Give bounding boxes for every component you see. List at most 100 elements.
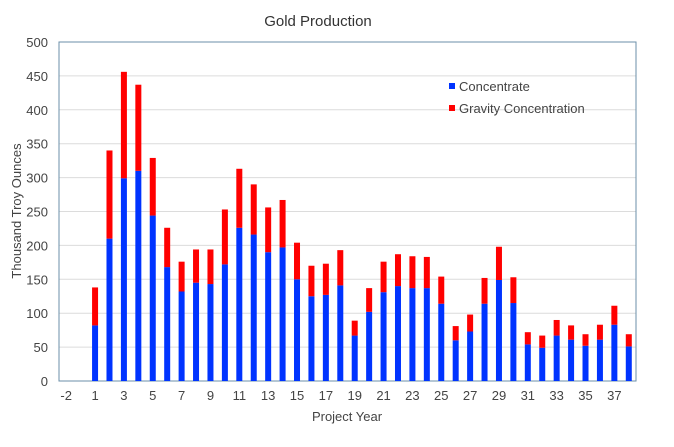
bar-concentrate <box>423 288 430 381</box>
bar-concentrate <box>236 227 243 381</box>
x-tick-label: 21 <box>376 388 390 403</box>
x-tick-label: 27 <box>463 388 477 403</box>
legend-swatch-gravity <box>449 105 455 111</box>
bar-gravity-concentration <box>539 335 546 348</box>
bar-gravity-concentration <box>568 325 575 340</box>
bar-concentrate <box>366 311 373 381</box>
bar-concentrate <box>178 291 185 381</box>
x-tick-label: 29 <box>492 388 506 403</box>
x-tick-label: 15 <box>290 388 304 403</box>
bar-gravity-concentration <box>553 319 560 336</box>
bar-concentrate <box>265 252 272 381</box>
x-tick-label: 11 <box>233 388 247 403</box>
bar-concentrate <box>149 215 156 381</box>
bar-gravity-concentration <box>582 334 589 346</box>
legend-label-concentrate: Concentrate <box>459 79 530 94</box>
bar-concentrate <box>510 303 517 381</box>
x-tick-label: 33 <box>549 388 563 403</box>
bar-gravity-concentration <box>294 242 301 280</box>
x-tick-label: 25 <box>434 388 448 403</box>
bar-gravity-concentration <box>250 184 257 235</box>
bar-concentrate <box>539 347 546 381</box>
bar-concentrate <box>250 234 257 381</box>
x-tick-label: 19 <box>347 388 361 403</box>
y-axis-label: Thousand Troy Ounces <box>9 143 24 279</box>
bar-concentrate <box>394 286 401 381</box>
bar-concentrate <box>221 264 228 381</box>
bar-concentrate <box>322 294 329 381</box>
bar-gravity-concentration <box>236 168 243 228</box>
bar-concentrate <box>596 339 603 381</box>
bar-concentrate <box>135 170 142 381</box>
x-tick-label: 3 <box>120 388 127 403</box>
x-tick-label: 17 <box>319 388 333 403</box>
bar-gravity-concentration <box>452 326 459 341</box>
bar-concentrate <box>308 296 315 381</box>
bar-gravity-concentration <box>351 320 358 336</box>
bar-concentrate <box>193 282 200 381</box>
bar-concentrate <box>120 178 127 381</box>
y-tick-label: 50 <box>34 340 48 355</box>
x-tick-label: 5 <box>149 388 156 403</box>
bar-gravity-concentration <box>366 288 373 312</box>
y-tick-label: 200 <box>26 238 48 253</box>
bar-gravity-concentration <box>265 207 272 253</box>
bar-concentrate <box>452 340 459 381</box>
y-tick-label: 400 <box>26 103 48 118</box>
bar-gravity-concentration <box>481 277 488 304</box>
bar-concentrate <box>553 335 560 381</box>
y-tick-label: 100 <box>26 306 48 321</box>
x-axis-label: Project Year <box>312 409 383 424</box>
y-tick-label: 500 <box>26 35 48 50</box>
bar-gravity-concentration <box>308 265 315 297</box>
x-tick-label: 31 <box>521 388 535 403</box>
bar-gravity-concentration <box>409 256 416 289</box>
y-tick-label: 150 <box>26 272 48 287</box>
bar-concentrate <box>106 238 113 381</box>
bar-gravity-concentration <box>380 261 387 293</box>
legend-label-gravity: Gravity Concentration <box>459 101 585 116</box>
chart-title: Gold Production <box>264 13 372 30</box>
bar-gravity-concentration <box>596 324 603 340</box>
bar-gravity-concentration <box>510 277 517 304</box>
bar-concentrate <box>611 324 618 381</box>
bar-concentrate <box>438 303 445 381</box>
y-tick-label: 450 <box>26 69 48 84</box>
bar-concentrate <box>337 285 344 381</box>
bar-concentrate <box>294 279 301 381</box>
bar-concentrate <box>481 303 488 381</box>
bar-concentrate <box>279 247 286 381</box>
legend-swatch-concentrate <box>449 83 455 89</box>
x-tick-label: 35 <box>578 388 592 403</box>
bar-gravity-concentration <box>394 254 401 287</box>
bar-gravity-concentration <box>279 199 286 248</box>
bar-gravity-concentration <box>149 157 156 216</box>
bar-gravity-concentration <box>337 250 344 286</box>
bar-concentrate <box>495 279 502 381</box>
bar-concentrate <box>625 346 632 381</box>
bar-gravity-concentration <box>207 249 214 285</box>
bar-gravity-concentration <box>221 209 228 265</box>
x-tick-label: 37 <box>607 388 621 403</box>
bar-gravity-concentration <box>524 332 531 345</box>
bar-gravity-concentration <box>438 276 445 304</box>
bar-gravity-concentration <box>106 150 113 239</box>
bar-gravity-concentration <box>625 334 632 347</box>
y-tick-label: 0 <box>41 374 48 389</box>
x-tick-label: 13 <box>261 388 275 403</box>
bar-concentrate <box>164 267 171 381</box>
bar-concentrate <box>92 325 99 381</box>
x-tick-label: 1 <box>91 388 98 403</box>
y-tick-label: 350 <box>26 137 48 152</box>
bar-gravity-concentration <box>92 287 99 326</box>
bar-concentrate <box>409 288 416 381</box>
bar-gravity-concentration <box>193 249 200 283</box>
bar-concentrate <box>524 344 531 381</box>
y-tick-label: 250 <box>26 205 48 220</box>
bar-concentrate <box>380 292 387 381</box>
bar-concentrate <box>568 339 575 381</box>
legend: Concentrate Gravity Concentration <box>449 79 585 116</box>
bar-gravity-concentration <box>322 263 329 295</box>
bar-concentrate <box>467 331 474 381</box>
